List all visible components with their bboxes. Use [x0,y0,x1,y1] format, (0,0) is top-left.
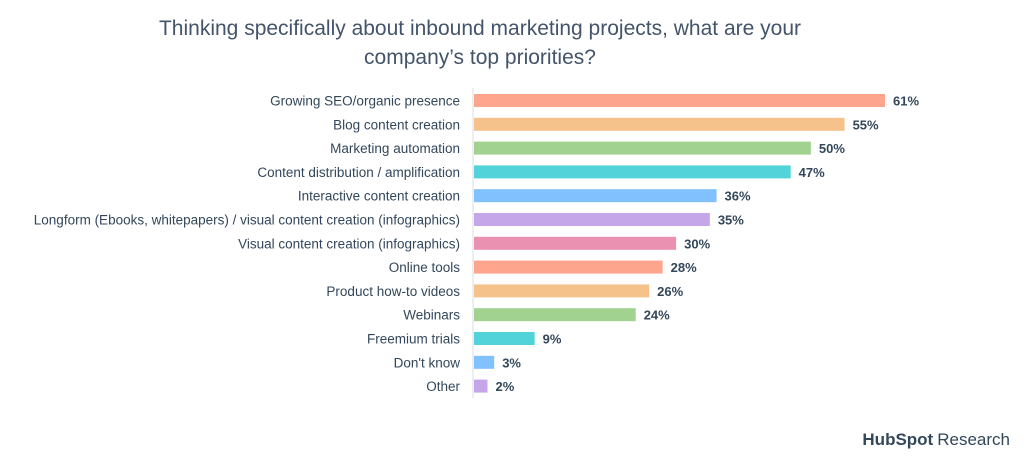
value-label: 30% [684,236,710,251]
category-label: Marketing automation [330,141,460,156]
category-label: Interactive content creation [298,189,460,204]
value-label: 9% [543,332,562,347]
category-label: Growing SEO/organic presence [270,94,460,109]
bar [474,213,710,226]
category-label: Product how-to videos [326,284,460,299]
chart-title: Thinking specifically about inbound mark… [158,17,801,69]
value-label: 3% [502,355,521,370]
bar [474,308,636,322]
category-label: Webinars [403,308,460,323]
bar [474,117,845,131]
bar [474,94,885,107]
category-label: Visual content creation (infographics) [238,236,460,251]
value-label: 61% [893,94,919,109]
value-label: 47% [799,165,825,180]
bar [474,260,663,274]
category-label: Longform (Ebooks, whitepapers) / visual … [34,213,460,228]
value-label: 28% [671,260,697,275]
bar [474,165,791,179]
bar [474,379,488,393]
category-label: Blog content creation [333,117,460,132]
value-label: 2% [495,379,514,394]
category-label: Online tools [389,260,461,275]
value-label: 55% [853,117,879,132]
category-label: Content distribution / amplification [257,165,460,180]
value-label: 24% [644,308,670,323]
value-label: 36% [725,189,751,204]
bar [474,355,495,369]
bar [474,332,535,345]
category-label: Freemium trials [367,332,460,347]
category-label: Don't know [394,355,461,370]
brand-hubspot: HubSpot [862,430,934,449]
value-label: 50% [819,141,845,156]
brand-research: Research [937,430,1010,449]
category-label: Other [426,379,460,394]
hubspot-research-logo: HubSpot Research [862,430,1010,450]
bar [474,236,677,250]
value-label: 35% [718,213,744,228]
bar [474,284,650,298]
value-label: 26% [657,284,683,299]
bar [474,189,717,203]
bar [474,141,811,155]
